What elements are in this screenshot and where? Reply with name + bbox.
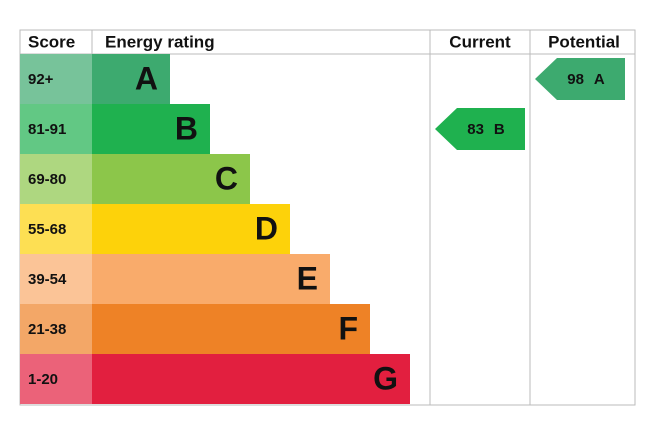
score-label: 39-54	[28, 271, 67, 288]
rating-letter: C	[215, 160, 238, 196]
rating-letter: B	[175, 110, 198, 146]
rating-bar	[92, 304, 370, 354]
score-tint	[20, 254, 92, 304]
score-label: 1-20	[28, 371, 58, 388]
score-label: 55-68	[28, 221, 66, 238]
header-score: Score	[28, 32, 75, 51]
header-current: Current	[449, 32, 511, 51]
potential-arrow	[535, 58, 625, 100]
rating-bar	[92, 354, 410, 404]
score-tint	[20, 104, 92, 154]
score-tint	[20, 204, 92, 254]
score-label: 92+	[28, 71, 54, 88]
score-cell	[20, 304, 92, 354]
score-cell	[20, 254, 92, 304]
rating-letter: F	[338, 310, 358, 346]
score-label: 81-91	[28, 121, 66, 138]
header-potential: Potential	[548, 32, 620, 51]
score-label: 21-38	[28, 321, 66, 338]
score-cell	[20, 104, 92, 154]
score-tint	[20, 54, 92, 104]
rating-letter: G	[373, 360, 398, 396]
rating-bar	[92, 104, 210, 154]
rating-bar	[92, 54, 170, 104]
current-value: 83	[467, 121, 484, 138]
current-label: 83 B	[467, 121, 505, 138]
score-label: 69-80	[28, 171, 66, 188]
rating-bar	[92, 154, 250, 204]
rating-letter: D	[255, 210, 278, 246]
potential-label: 98 A	[567, 71, 605, 88]
potential-letter: A	[594, 71, 605, 88]
potential-value: 98	[567, 71, 584, 88]
rating-bar	[92, 204, 290, 254]
rating-bar	[92, 254, 330, 304]
current-arrow	[435, 108, 525, 150]
score-cell	[20, 154, 92, 204]
score-cell	[20, 354, 92, 404]
score-tint	[20, 304, 92, 354]
current-letter: B	[494, 121, 505, 138]
score-tint	[20, 354, 92, 404]
rating-letter: A	[135, 60, 158, 96]
score-tint	[20, 154, 92, 204]
score-cell	[20, 54, 92, 104]
score-cell	[20, 204, 92, 254]
rating-letter: E	[297, 260, 318, 296]
header-rating: Energy rating	[105, 32, 215, 51]
